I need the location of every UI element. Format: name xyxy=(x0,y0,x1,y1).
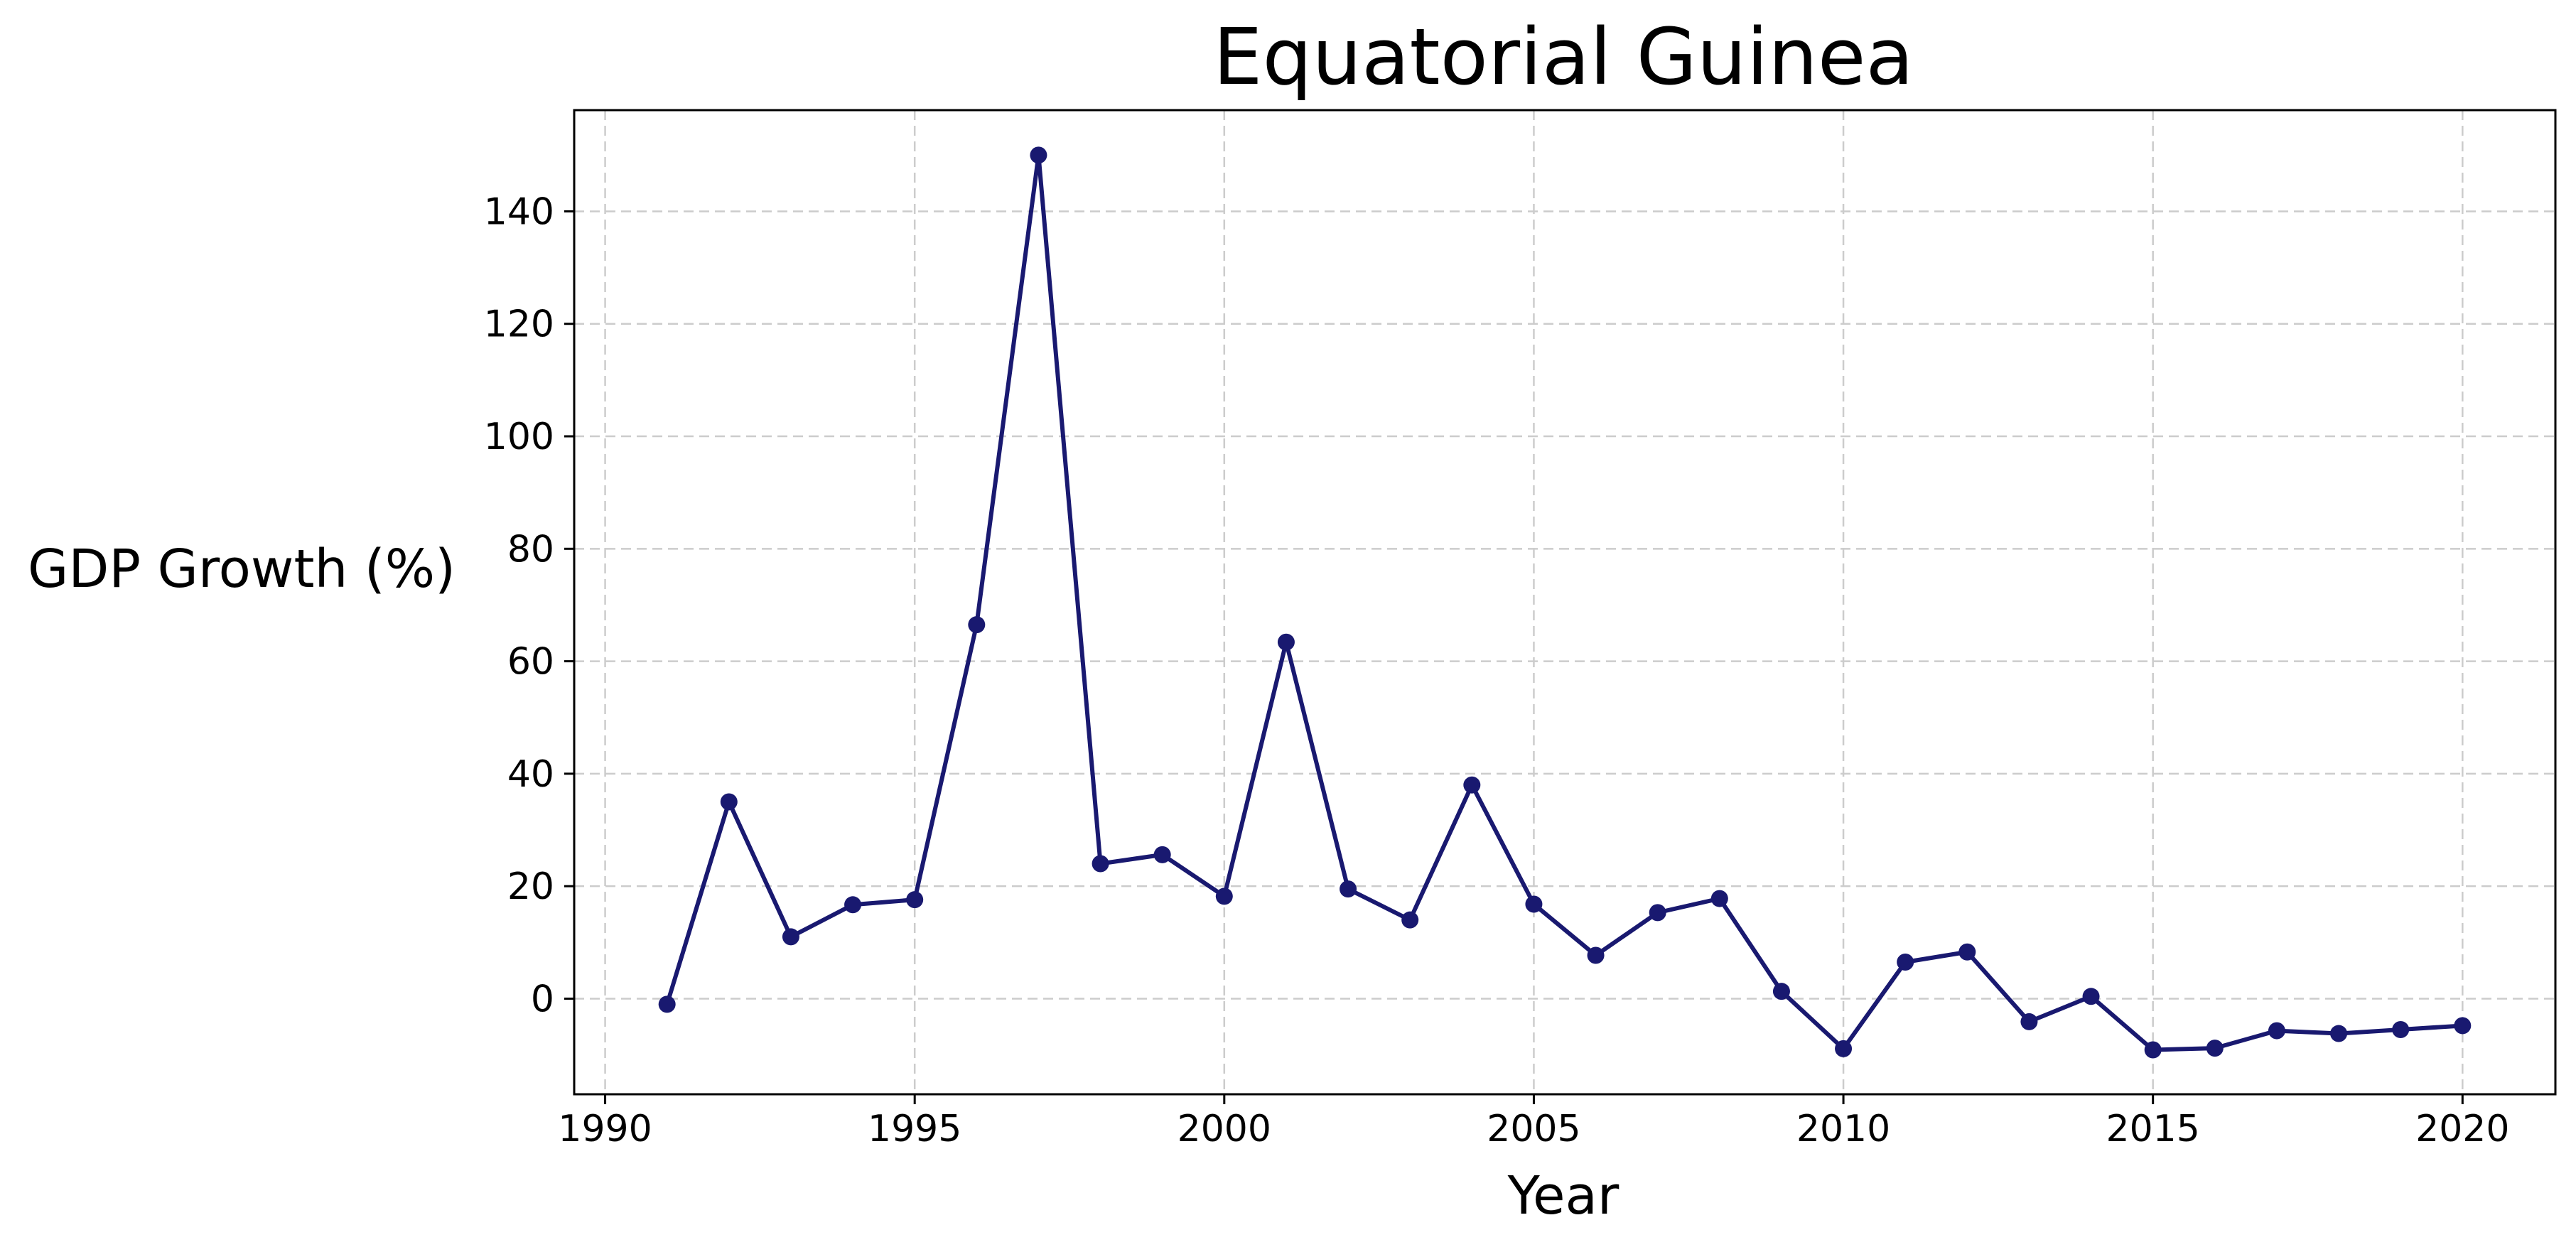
x-tick-label: 2015 xyxy=(2106,1108,2200,1150)
y-tick-label: 140 xyxy=(484,190,554,233)
data-point xyxy=(1587,946,1605,964)
data-point xyxy=(720,793,738,811)
data-point xyxy=(1897,954,1914,971)
series-line xyxy=(664,153,2463,1052)
data-point xyxy=(2392,1020,2410,1038)
data-point xyxy=(1277,633,1295,651)
data-point xyxy=(1092,855,1109,873)
data-point xyxy=(906,891,924,909)
x-tick-label: 2010 xyxy=(1796,1108,1890,1150)
data-point xyxy=(1215,887,1233,905)
y-tick-label: 20 xyxy=(507,865,554,908)
x-axis-label: Year xyxy=(1507,1165,1620,1226)
data-point xyxy=(2268,1022,2285,1040)
data-point xyxy=(844,896,862,914)
data-point xyxy=(1463,776,1481,794)
axis-ticks: 1990 1995 2000 2005 2010 2015 2020 0 20 40 60 80 100… xyxy=(484,190,2510,1150)
data-series xyxy=(658,146,2472,1059)
data-point xyxy=(1153,846,1171,863)
x-tick-label: 2000 xyxy=(1177,1108,1271,1150)
y-tick-label: 80 xyxy=(507,528,554,571)
data-point xyxy=(1835,1040,1853,1057)
y-tick-label: 100 xyxy=(484,416,554,458)
y-tick-label: 40 xyxy=(507,753,554,796)
data-point xyxy=(1525,895,1543,913)
grid xyxy=(574,110,2555,1094)
data-point xyxy=(1710,890,1728,907)
data-point xyxy=(1401,911,1419,929)
data-point xyxy=(2330,1025,2348,1042)
data-point xyxy=(782,928,799,946)
y-tick-label: 60 xyxy=(507,641,554,684)
x-tick-label: 1995 xyxy=(868,1108,961,1150)
data-point xyxy=(968,616,986,634)
y-tick-label: 120 xyxy=(484,303,554,346)
y-axis-label: GDP Growth (%) xyxy=(28,539,456,600)
data-point xyxy=(2082,988,2100,1005)
data-point xyxy=(1772,983,1790,1000)
y-tick-label: 0 xyxy=(531,978,554,1020)
data-point xyxy=(2144,1041,2162,1059)
x-tick-label: 2020 xyxy=(2415,1108,2509,1150)
data-point xyxy=(1649,904,1666,922)
x-tick-label: 1990 xyxy=(558,1108,652,1150)
data-point xyxy=(658,995,676,1013)
x-tick-label: 2005 xyxy=(1487,1108,1580,1150)
data-point xyxy=(1340,880,1357,898)
data-point xyxy=(1030,146,1047,164)
chart-title: Equatorial Guinea xyxy=(1213,11,1914,102)
plot-frame xyxy=(573,109,2557,1096)
data-point xyxy=(2020,1013,2038,1030)
data-point xyxy=(2454,1017,2472,1035)
data-point xyxy=(1958,943,1976,961)
data-point xyxy=(2206,1040,2224,1057)
